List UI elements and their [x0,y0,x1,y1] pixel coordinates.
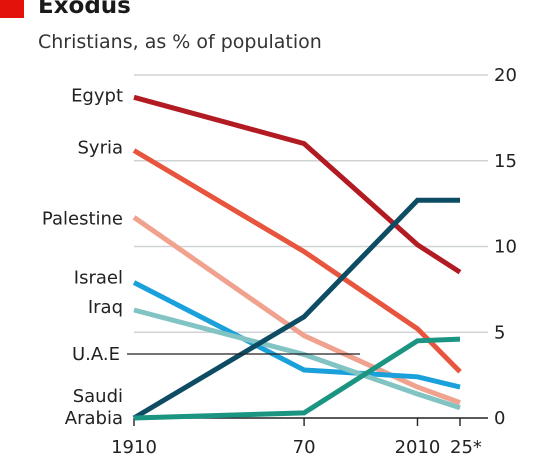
series-label-iraq: Iraq [88,297,123,318]
series-label-israel: Israel [74,268,123,289]
series-line-egypt [133,94,462,275]
x-tick-label: 2010 [395,437,441,458]
series-line-syria [132,148,462,374]
y-tick-label: 10 [494,237,517,258]
series-label-syria: Syria [77,137,123,158]
series-line-u-a-e [132,197,460,421]
series-line-palestine [132,215,461,405]
y-tick-label: 15 [494,151,517,172]
series-line-israel [132,280,461,390]
y-tick-label: 20 [494,65,517,86]
series-line-saudi-arabia [133,336,461,421]
x-tick-label: 70 [293,437,316,458]
series-lines [132,94,462,421]
gridlines [134,74,488,419]
chart-subtitle: Christians, as % of population [38,31,322,53]
title-accent-bar [0,0,24,18]
x-tick-label: 1910 [111,437,157,458]
y-tick-label: 5 [494,322,505,343]
series-label-palestine: Palestine [42,208,123,229]
series-label-u-a-e: U.A.E [72,344,120,365]
x-tick-label: 25* [450,437,482,458]
series-label-saudi-arabia: Saudi Arabia [65,386,123,429]
x-axis: 1910 70 2010 25* [111,418,482,458]
chart-title: Exodus [38,0,131,19]
y-axis: 0 5 10 15 20 [494,65,517,429]
series-label-egypt: Egypt [71,85,123,106]
y-tick-label: 0 [494,408,505,429]
series-labels: Egypt Syria Palestine Israel Iraq U.A.E Saudi A… [42,85,360,429]
